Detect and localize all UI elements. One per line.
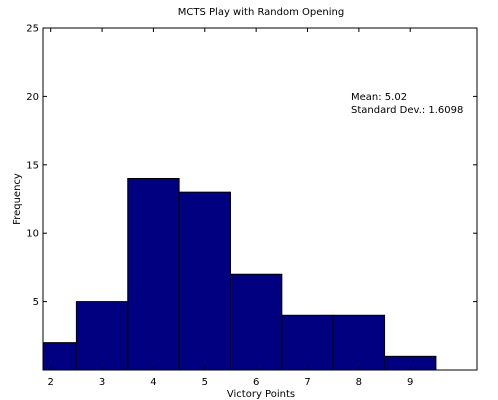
x-tick-label-2: 2	[48, 377, 54, 388]
x-tick-label-8: 8	[356, 377, 362, 388]
y-axis-label: Frequency	[12, 173, 23, 225]
x-tick-label-5: 5	[202, 377, 208, 388]
chart-title: MCTS Play with Random Opening	[178, 7, 344, 18]
y-tick-label-10: 10	[26, 229, 39, 240]
x-tick-label-3: 3	[99, 377, 105, 388]
bar-2	[42, 342, 77, 371]
bar-5	[178, 191, 231, 371]
x-tick-label-4: 4	[150, 377, 156, 388]
x-axis: 2 3 4 5 6 7 8 9	[48, 28, 413, 388]
x-tick-label-9: 9	[407, 377, 413, 388]
std-dev-annotation: Standard Dev.: 1.6098	[351, 105, 463, 116]
y-tick-label-5: 5	[33, 297, 39, 308]
x-axis-label: Victory Points	[227, 389, 295, 400]
mean-annotation: Mean: 5.02	[351, 92, 407, 103]
bar-8	[332, 314, 386, 371]
bar-6	[229, 273, 283, 371]
bar-3	[75, 301, 129, 371]
bar-7	[281, 314, 334, 371]
bars-group	[42, 177, 437, 371]
y-axis: 5 10 15 20 25	[26, 24, 477, 308]
bar-4	[127, 177, 180, 371]
plot-frame	[42, 27, 478, 371]
y-tick-label-25: 25	[26, 24, 39, 35]
y-tick-label-15: 15	[26, 160, 39, 171]
y-tick-label-20: 20	[26, 92, 39, 103]
x-tick-label-7: 7	[304, 377, 310, 388]
x-tick-label-6: 6	[253, 377, 259, 388]
